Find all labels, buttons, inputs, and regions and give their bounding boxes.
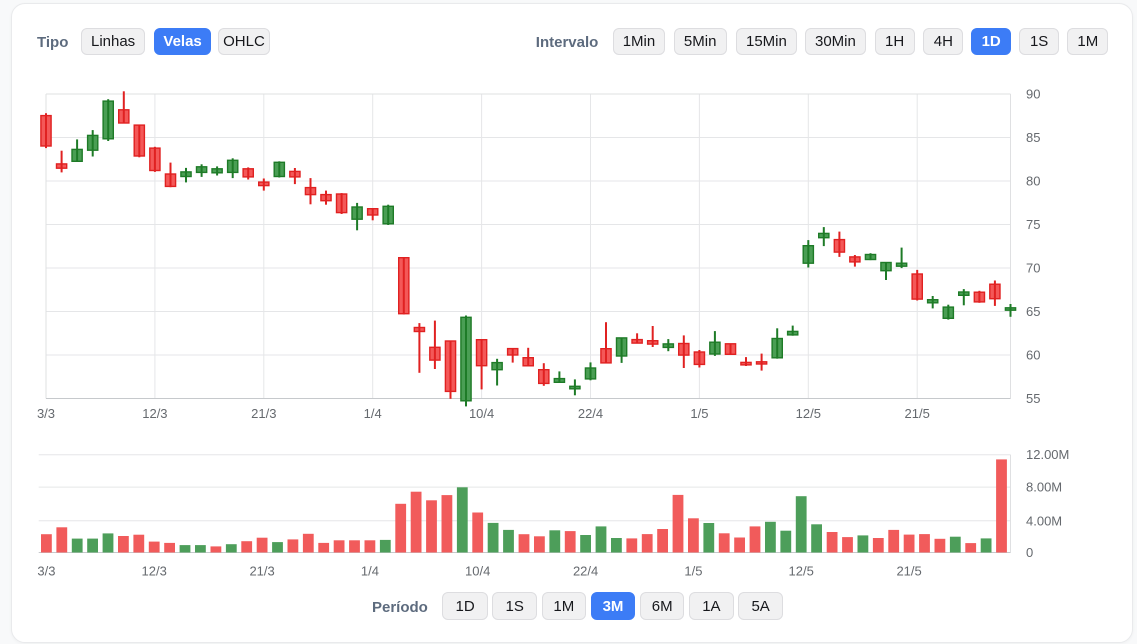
svg-text:70: 70 [1026,261,1040,276]
svg-text:55: 55 [1026,391,1040,406]
svg-text:0: 0 [1026,545,1033,560]
svg-text:10/4: 10/4 [469,406,494,421]
svg-text:4.00M: 4.00M [1026,513,1062,528]
svg-text:21/3: 21/3 [251,406,276,421]
svg-text:60: 60 [1026,348,1040,363]
svg-text:65: 65 [1026,304,1040,319]
svg-text:1/5: 1/5 [684,564,702,579]
svg-text:1/5: 1/5 [690,406,708,421]
svg-text:3/3: 3/3 [37,564,55,579]
svg-text:12/3: 12/3 [142,406,167,421]
svg-text:12/5: 12/5 [789,564,814,579]
svg-text:21/5: 21/5 [896,564,921,579]
svg-text:21/5: 21/5 [905,406,930,421]
svg-text:90: 90 [1026,87,1040,102]
svg-text:3/3: 3/3 [37,406,55,421]
svg-text:85: 85 [1026,130,1040,145]
svg-text:12/5: 12/5 [796,406,821,421]
svg-text:12.00M: 12.00M [1026,447,1069,462]
svg-text:22/4: 22/4 [578,406,603,421]
svg-text:1/4: 1/4 [364,406,382,421]
svg-text:80: 80 [1026,174,1040,189]
svg-text:21/3: 21/3 [249,564,274,579]
svg-text:22/4: 22/4 [573,564,598,579]
svg-text:75: 75 [1026,217,1040,232]
svg-text:10/4: 10/4 [465,564,490,579]
svg-text:1/4: 1/4 [361,564,379,579]
svg-text:12/3: 12/3 [142,564,167,579]
svg-text:8.00M: 8.00M [1026,480,1062,495]
